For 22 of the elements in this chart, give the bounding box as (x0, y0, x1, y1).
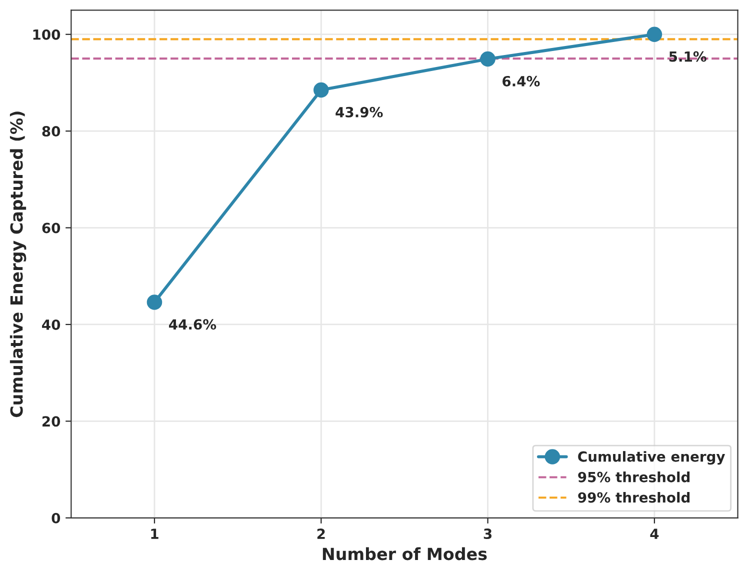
legend-label: 99% threshold (578, 492, 690, 503)
point (646, 26, 662, 42)
annotation: 6.4% (502, 76, 540, 86)
legend-label: 95% threshold (578, 472, 690, 482)
x-tick-label: 2 (317, 528, 325, 539)
point (313, 82, 329, 98)
y-tick-label: 20 (42, 416, 60, 427)
y-tick-label: 40 (42, 319, 60, 330)
annotation: 43.9% (336, 106, 383, 118)
x-tick-label: 3 (484, 528, 492, 540)
x-tick-label: 4 (650, 528, 659, 539)
y-tick-label: 0 (52, 512, 60, 524)
point (480, 51, 496, 67)
y-tick-label: 60 (42, 222, 60, 234)
y-tick-label: 80 (42, 126, 60, 137)
legend-label: Cumulative energy (578, 451, 726, 465)
x-axis-title: Number of Modes (322, 547, 487, 560)
point (146, 294, 162, 310)
x-tick-label: 1 (151, 528, 158, 539)
y-axis-title: Cumulative Energy Captured (%) (10, 112, 26, 418)
annotation: 44.6% (168, 319, 216, 330)
y-tick-label: 100 (33, 29, 60, 40)
